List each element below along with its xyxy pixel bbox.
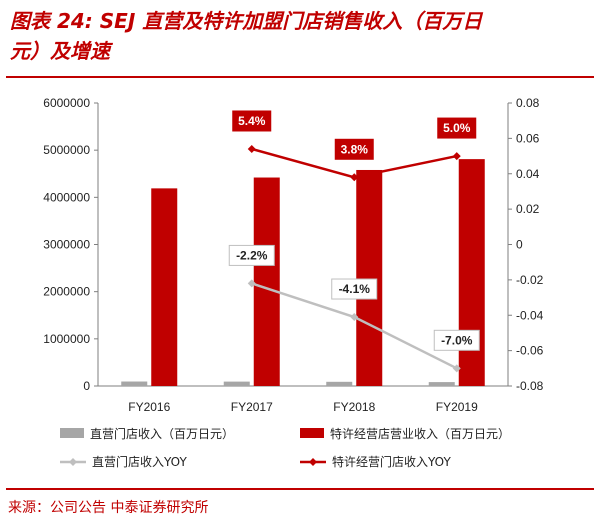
y-right-tick-label: 0.08 [516,96,540,110]
y-left-tick-label: 4000000 [43,190,90,204]
franchise-yoy-data-label-box [232,110,272,132]
chart-title-line-2: 元）及增速 [10,39,110,63]
bar-franchise-stores [151,188,178,386]
direct-yoy-data-label: -4.1% [339,282,371,296]
franchise-yoy-data-label: 5.4% [238,114,266,128]
x-tick-label: FY2017 [231,400,273,414]
legend-direct-yoy-label: 直营门店收入YOY [92,454,187,469]
y-right-tick-label: -0.04 [516,308,544,322]
bar-direct-stores [326,381,353,386]
y-right-tick-label: 0.06 [516,131,540,145]
y-right-tick-label: 0 [516,238,523,252]
direct-yoy-point [247,279,256,288]
franchise-yoy-data-label: 5.0% [443,121,471,135]
bar-direct-stores [428,382,455,386]
y-right-tick-label: 0.04 [516,167,540,181]
franchise-yoy-point [452,152,461,161]
y-right-tick-label: -0.06 [516,344,544,358]
y-left-tick-label: 6000000 [43,96,90,110]
bar-franchise-stores [458,159,485,386]
legend-franchise-yoy-marker [309,458,317,466]
legend-direct-yoy-marker [69,458,77,466]
direct-yoy-data-label-box [228,244,275,266]
direct-yoy-data-label-box [331,278,378,300]
direct-yoy-point [452,364,461,373]
title-divider [6,76,594,78]
source-note: 来源：公司公告 中泰证券研究所 [8,500,209,516]
chart-title-line-1: 图表 24: SEJ 直营及特许加盟门店销售收入（百万日 [10,9,483,33]
legend-direct-swatch [60,428,84,438]
y-left-tick-label: 5000000 [43,143,90,157]
y-left-tick-label: 1000000 [43,332,90,346]
y-left-tick-label: 3000000 [43,238,90,252]
legend-franchise-label: 特许经营店营业收入（百万日元） [330,426,510,441]
chart-title: 图表 24: SEJ 直营及特许加盟门店销售收入（百万日 元）及增速 [10,6,590,66]
y-left-tick-label: 0 [83,379,90,393]
x-tick-label: FY2019 [436,400,478,414]
franchise-yoy-point [247,144,256,153]
bar-franchise-stores [253,177,280,386]
direct-yoy-data-label: -2.2% [236,248,268,262]
x-tick-label: FY2018 [333,400,375,414]
franchise-yoy-data-label-box [437,117,477,139]
bar-direct-stores [223,381,250,386]
direct-yoy-data-label: -7.0% [441,333,473,347]
direct-yoy-point [350,313,359,322]
bar-franchise-stores [356,169,383,386]
x-tick-label: FY2016 [128,400,170,414]
legend-franchise-swatch [300,428,324,438]
franchise-yoy-data-label: 3.8% [341,142,369,156]
legend-franchise-yoy-label: 特许经营门店收入YOY [332,454,451,469]
source-divider [6,488,594,490]
bar-direct-stores [121,381,148,386]
y-right-tick-label: 0.02 [516,202,540,216]
y-right-tick-label: -0.08 [516,379,544,393]
direct-yoy-data-label-box [433,329,480,351]
legend-direct-label: 直营门店收入（百万日元） [90,426,234,441]
franchise-yoy-point [350,173,359,182]
franchise-yoy-data-label-box [334,138,374,160]
y-right-tick-label: -0.02 [516,273,544,287]
y-left-tick-label: 2000000 [43,285,90,299]
